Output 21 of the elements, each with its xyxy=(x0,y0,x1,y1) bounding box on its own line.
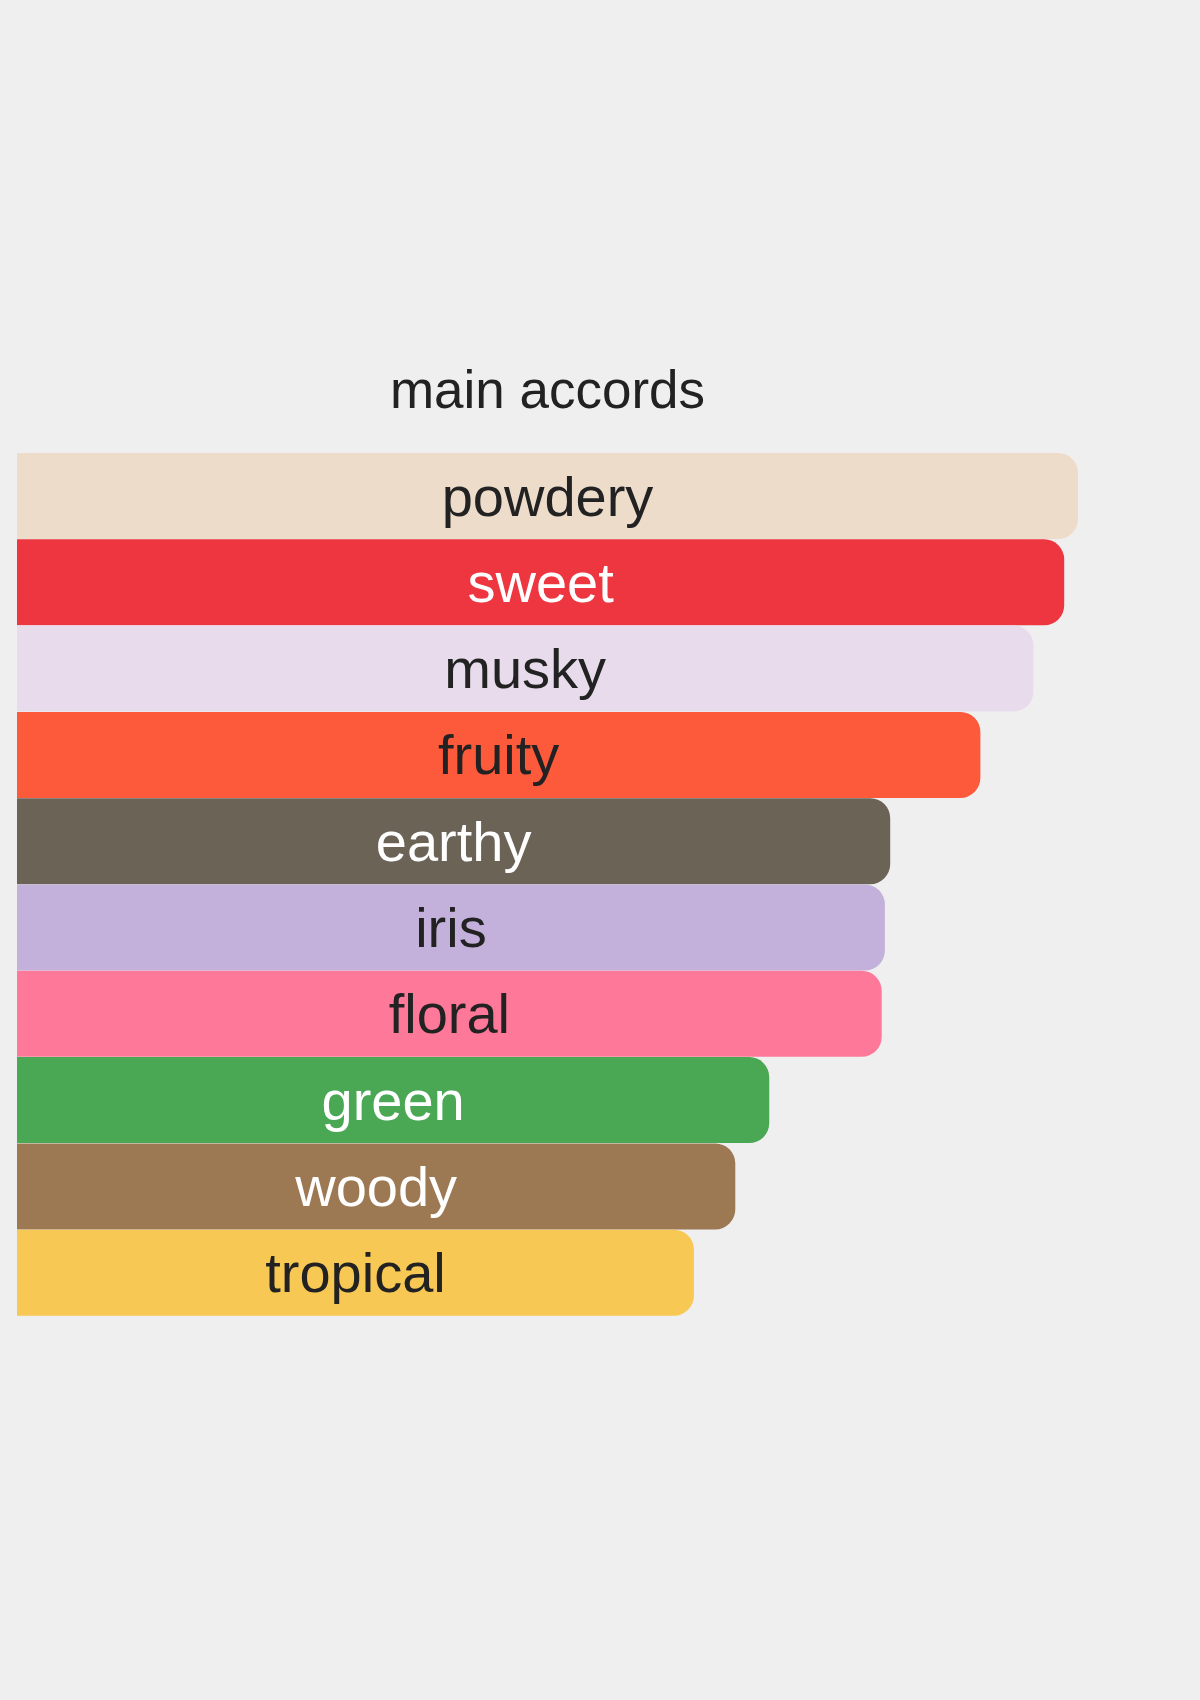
bar xyxy=(17,1057,770,1144)
y-tick-label: fruity xyxy=(438,723,560,787)
bar xyxy=(17,711,981,798)
bar xyxy=(17,970,882,1057)
bar xyxy=(17,625,1034,712)
y-tick-label: earthy xyxy=(375,809,532,873)
y-tick-label: tropical xyxy=(265,1241,446,1305)
bar xyxy=(17,884,885,971)
bar xyxy=(17,453,1078,539)
chart-title: main accords xyxy=(388,360,707,419)
bar xyxy=(17,798,891,885)
bar xyxy=(17,539,1065,626)
y-tick-label: musky xyxy=(444,637,607,701)
bar xyxy=(17,1143,736,1230)
y-tick-label: floral xyxy=(388,982,511,1046)
y-tick-label: iris xyxy=(415,896,487,959)
y-tick-label: green xyxy=(321,1068,465,1132)
bar xyxy=(17,1229,694,1316)
y-tick-label: powdery xyxy=(441,464,654,528)
y-tick-label: woody xyxy=(294,1154,458,1218)
y-tick-label: sweet xyxy=(467,550,615,614)
